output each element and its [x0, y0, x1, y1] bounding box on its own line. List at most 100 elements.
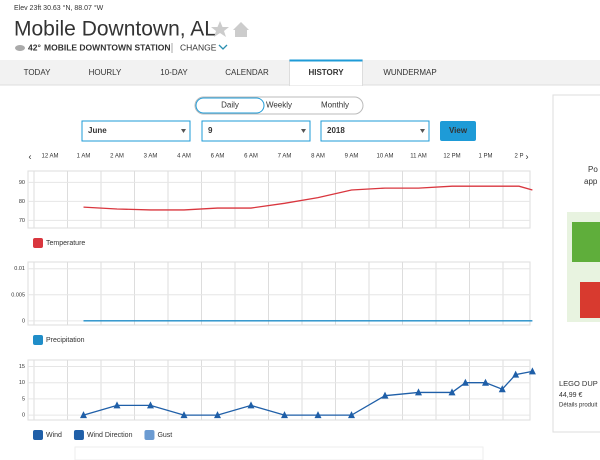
chart-panel	[27, 261, 531, 326]
y-tick-label: 70	[19, 218, 25, 224]
time-label: 10 AM	[376, 154, 393, 160]
ad-text: app	[584, 177, 598, 186]
select-arrow[interactable]	[301, 129, 306, 133]
time-label: 12 AM	[41, 154, 58, 160]
y-tick-label: 10	[19, 380, 25, 386]
ad-image-box	[572, 222, 600, 262]
tab-label[interactable]: WUNDERMAP	[383, 68, 436, 77]
tab-label[interactable]: TODAY	[24, 68, 51, 77]
wind-direction-marker	[528, 367, 536, 375]
location-meta: Elev 23ft 30.63 °N, 88.07 °W	[14, 4, 104, 12]
period-label[interactable]: Daily	[221, 101, 239, 110]
time-label: 2 AM	[110, 154, 124, 160]
select-box[interactable]	[320, 120, 430, 142]
chart-panel	[27, 359, 531, 421]
y-tick-label: 5	[22, 396, 25, 402]
time-label: 9 AM	[345, 154, 359, 160]
select-value[interactable]: 2018	[327, 126, 345, 135]
scroll-left[interactable]: ‹	[29, 151, 32, 161]
tabs: TODAY HOURLY 10-DAY CALENDAR HISTORY WUNDERMA…	[24, 59, 437, 87]
change-chevron[interactable]	[218, 44, 228, 50]
y-tick-label: 0	[22, 318, 25, 324]
wind-direction-marker	[512, 370, 520, 378]
charts: 12 AM 1 AM 2 AM 3 AM 4 AM 6 AM 6 AM 7 AM 8 AM 9 A…	[11, 154, 536, 440]
wind-direction-marker	[314, 411, 322, 419]
date-selects: June 9 2018	[81, 120, 430, 142]
wind-direction-marker	[214, 411, 221, 419]
legend-label: Temperature	[46, 240, 85, 247]
scroll-right[interactable]: ›	[526, 151, 529, 161]
page-title: Mobile Downtown, AL	[14, 18, 216, 41]
legend-swatch	[33, 238, 43, 248]
wind-direction-marker	[415, 388, 422, 396]
wind-direction-marker	[281, 411, 288, 419]
y-tick-label: 80	[19, 199, 25, 205]
ad-price: 44,99 €	[559, 392, 582, 399]
wind-direction-marker	[348, 411, 355, 419]
tab-label[interactable]: CALENDAR	[225, 68, 269, 77]
legend-swatch	[33, 430, 43, 440]
ad-details[interactable]: Détails produit	[559, 403, 598, 409]
time-label: 6 AM	[211, 154, 225, 160]
view-button[interactable]	[440, 121, 476, 141]
y-tick-label: 0.005	[11, 292, 25, 298]
wind-direction-marker	[482, 378, 489, 386]
wind-direction-marker	[448, 388, 456, 396]
time-label: 8 AM	[311, 154, 325, 160]
time-label: 12 PM	[443, 154, 460, 160]
time-label: 2 P	[514, 154, 523, 160]
time-label: 11 AM	[410, 154, 427, 160]
wind-direction-marker	[498, 385, 506, 393]
time-label: 7 AM	[278, 154, 292, 160]
ad-product[interactable]: LEGO DUP	[559, 379, 598, 388]
wind-direction-marker	[147, 401, 154, 409]
time-label: 6 AM	[244, 154, 258, 160]
select-box[interactable]	[201, 120, 311, 142]
bottom-ad	[74, 446, 484, 460]
ad-image-toy	[580, 282, 600, 318]
data-line	[83, 185, 533, 211]
legend-swatch	[73, 430, 84, 440]
active-period[interactable]	[195, 97, 265, 114]
chart-panel	[27, 170, 531, 229]
station-name: MOBILE DOWNTOWN STATION	[44, 42, 171, 52]
time-label: 1 AM	[77, 154, 91, 160]
y-tick-label: 90	[19, 180, 25, 186]
wind-direction-marker	[381, 391, 389, 399]
select-value[interactable]: June	[88, 126, 107, 135]
select-arrow[interactable]	[181, 129, 186, 133]
legend-label: Wind	[46, 432, 62, 439]
tab-label[interactable]: HOURLY	[89, 68, 122, 77]
wind-direction-marker	[80, 411, 87, 419]
change-link[interactable]: CHANGE	[180, 42, 217, 52]
time-label: 1 PM	[478, 154, 492, 160]
tab-label[interactable]: HISTORY	[308, 68, 344, 77]
wind-direction-marker	[247, 401, 255, 409]
favorite-star[interactable]	[211, 21, 229, 37]
time-label: 4 AM	[177, 154, 191, 160]
wind-direction-marker	[461, 378, 469, 386]
legend-label: Precipitation	[46, 337, 85, 344]
y-tick-label: 0.01	[14, 266, 25, 272]
current-temp: 42°	[28, 42, 41, 52]
cloud-icon	[15, 45, 25, 51]
home-icon[interactable]	[233, 22, 249, 37]
select-value[interactable]: 9	[208, 126, 213, 135]
view-button-label[interactable]: View	[449, 126, 468, 135]
ad-text: Po	[588, 165, 598, 174]
y-tick-label: 15	[19, 364, 25, 370]
tab-label[interactable]: 10-DAY	[160, 68, 188, 77]
legend-swatch	[33, 335, 43, 345]
period-label[interactable]: Monthly	[321, 101, 349, 110]
wind-direction-marker	[113, 401, 121, 409]
wind-direction-marker	[180, 411, 188, 419]
time-label: 3 AM	[144, 154, 158, 160]
legend-label: Wind Direction	[87, 432, 133, 439]
period-label[interactable]: Weekly	[266, 101, 292, 110]
select-box[interactable]	[81, 120, 191, 142]
legend-label: Gust	[157, 432, 172, 439]
select-arrow[interactable]	[420, 129, 425, 133]
toggle-options: Daily Weekly Monthly	[195, 97, 349, 114]
y-tick-label: 0	[22, 413, 25, 419]
